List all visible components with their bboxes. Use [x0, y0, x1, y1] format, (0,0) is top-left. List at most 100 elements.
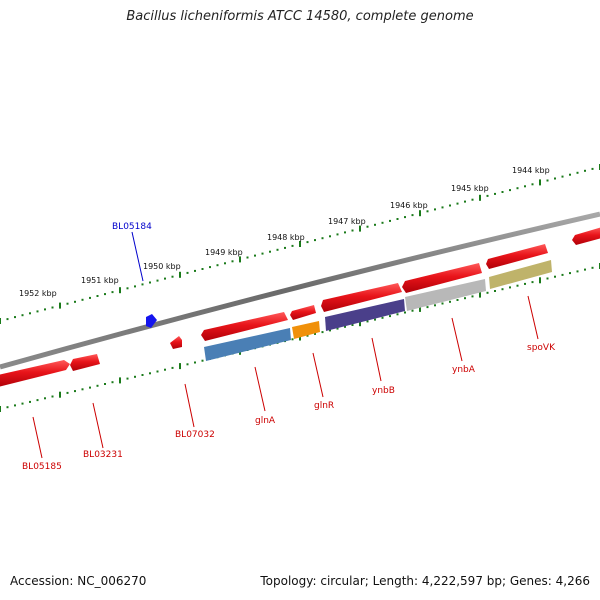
- upper-scale-minor-tick: [584, 169, 586, 172]
- upper-scale-minor-tick: [186, 271, 189, 274]
- upper-scale-major-tick: [59, 302, 61, 309]
- gene-label-BL07032[interactable]: BL07032: [175, 430, 215, 440]
- lower-scale-minor-tick: [449, 300, 451, 303]
- genome-title: Bacillus licheniformis ATCC 14580, compl…: [126, 9, 474, 24]
- gene-arrow-BL07032[interactable]: [170, 336, 182, 349]
- gene-label-ynbB[interactable]: ynbB: [372, 386, 395, 396]
- lower-scale-minor-tick: [149, 372, 151, 375]
- lower-scale-minor-tick: [51, 395, 54, 398]
- gene-label-glnA[interactable]: glnA: [255, 416, 276, 426]
- lower-scale-minor-tick: [569, 272, 571, 275]
- upper-scale-minor-tick: [216, 264, 219, 267]
- upper-scale-minor-tick: [344, 231, 346, 234]
- upper-scale-minor-tick: [576, 171, 579, 174]
- upper-scale-minor-tick: [554, 177, 556, 180]
- upper-scale-minor-tick: [516, 187, 519, 190]
- upper-scale-minor-tick: [36, 310, 39, 313]
- lower-scale-minor-tick: [576, 270, 579, 273]
- upper-scale-minor-tick: [494, 192, 496, 195]
- gene-label-glnR[interactable]: glnR: [314, 401, 334, 411]
- lower-scale-minor-tick: [434, 304, 436, 307]
- upper-scale-minor-tick: [149, 281, 151, 284]
- upper-scale-minor-tick: [156, 279, 159, 282]
- lower-scale-major-tick: [179, 363, 181, 370]
- upper-scale-minor-tick: [336, 233, 339, 236]
- lower-scale-minor-tick: [516, 284, 519, 287]
- gene-marker-BL05184[interactable]: [146, 314, 157, 328]
- lower-scale-major-tick: [539, 277, 541, 284]
- genome-backbone: [0, 211, 600, 370]
- lower-scale-minor-tick: [186, 363, 189, 366]
- gene-label-ynbA[interactable]: ynbA: [452, 365, 476, 375]
- upper-scale-minor-tick: [231, 260, 234, 263]
- gene-label-BL05184[interactable]: BL05184: [112, 222, 152, 232]
- lower-scale-minor-tick: [29, 400, 31, 403]
- lower-scale-minor-tick: [396, 313, 399, 316]
- gene-leader-ynbA: [451, 317, 463, 362]
- kbp-label-1947: 1947 kbp: [328, 217, 366, 226]
- kbp-label-1945: 1945 kbp: [451, 184, 489, 193]
- upper-scale-minor-tick: [434, 208, 436, 211]
- gene-BL05184[interactable]: BL05184: [112, 222, 157, 328]
- lower-scale-minor-tick: [314, 332, 316, 335]
- lower-scale-minor-tick: [531, 281, 534, 284]
- upper-scale-minor-tick: [6, 318, 9, 321]
- upper-scale-minor-tick: [284, 246, 286, 249]
- gene-label-spoVK[interactable]: spoVK: [527, 343, 556, 353]
- cds-ynbB[interactable]: [325, 299, 405, 331]
- gene-labels-below: BL05185 BL03231 BL07032 glnA glnR ynbB y…: [22, 295, 556, 472]
- upper-scale-minor-tick: [209, 266, 211, 269]
- kbp-labels: 1944 kbp 1945 kbp 1946 kbp 1947 kbp 1948…: [19, 166, 550, 298]
- upper-scale-minor-tick: [501, 191, 504, 193]
- upper-scale-major-tick: [119, 287, 121, 294]
- gene-arrow-BL03231[interactable]: [70, 354, 100, 371]
- upper-scale-minor-tick: [306, 241, 309, 244]
- gene-label-BL03231[interactable]: BL03231: [83, 450, 123, 460]
- upper-scale-minor-tick: [126, 287, 129, 290]
- lower-scale-minor-tick: [441, 302, 444, 305]
- gene-leader-BL07032: [184, 383, 195, 428]
- upper-scale-minor-tick: [411, 214, 414, 217]
- lower-scale-minor-tick: [321, 331, 324, 334]
- upper-scale-minor-tick: [321, 237, 324, 240]
- kbp-label-1949: 1949 kbp: [205, 248, 243, 257]
- lower-scale-minor-tick: [411, 309, 414, 312]
- lower-scale-minor-tick: [21, 402, 24, 405]
- upper-scale-minor-tick: [389, 219, 391, 222]
- lower-scale-major-tick: [59, 391, 61, 398]
- gene-arrow-left-edge[interactable]: [0, 360, 70, 387]
- upper-scale-minor-tick: [396, 218, 399, 220]
- gene-arrow-ynbB[interactable]: [321, 283, 402, 312]
- cds-spoVK[interactable]: [489, 260, 552, 289]
- lower-scale-minor-tick: [66, 391, 69, 394]
- upper-scale-major-tick: [299, 241, 301, 247]
- lower-scale-minor-tick: [524, 282, 526, 285]
- lower-scale-major-tick: [419, 305, 421, 312]
- gene-arrow-right-edge[interactable]: [572, 227, 600, 245]
- gene-arrow-ynbA[interactable]: [402, 263, 482, 293]
- cds-glnR[interactable]: [292, 321, 320, 339]
- upper-scale-minor-tick: [89, 296, 91, 299]
- upper-scale-minor-tick: [569, 173, 571, 176]
- upper-scale-minor-tick: [404, 216, 406, 219]
- lower-scale-minor-tick: [306, 334, 309, 337]
- lower-scale-minor-tick: [554, 275, 556, 278]
- gene-arrow-spoVK[interactable]: [486, 244, 548, 269]
- lower-scale-minor-tick: [164, 368, 166, 371]
- gene-arrow-glnA[interactable]: [201, 312, 288, 341]
- gene-arrow-glnR[interactable]: [290, 305, 316, 320]
- cds-glnA[interactable]: [204, 328, 291, 361]
- upper-scale-minor-tick: [21, 314, 24, 317]
- upper-scale-minor-tick: [261, 252, 264, 255]
- gene-label-BL05185[interactable]: BL05185: [22, 462, 62, 472]
- lower-scale-minor-tick: [81, 388, 84, 391]
- upper-scale-minor-tick: [164, 277, 166, 280]
- lower-scale-minor-tick: [336, 327, 339, 330]
- cds-ynbA[interactable]: [405, 279, 486, 311]
- upper-scale-major-tick: [419, 210, 421, 217]
- lower-scale-minor-tick: [194, 361, 196, 364]
- lower-scale-minor-tick: [381, 316, 384, 319]
- upper-scale-minor-tick: [44, 308, 46, 311]
- upper-scale-minor-tick: [111, 291, 114, 294]
- lower-scale-major-tick: [0, 406, 1, 412]
